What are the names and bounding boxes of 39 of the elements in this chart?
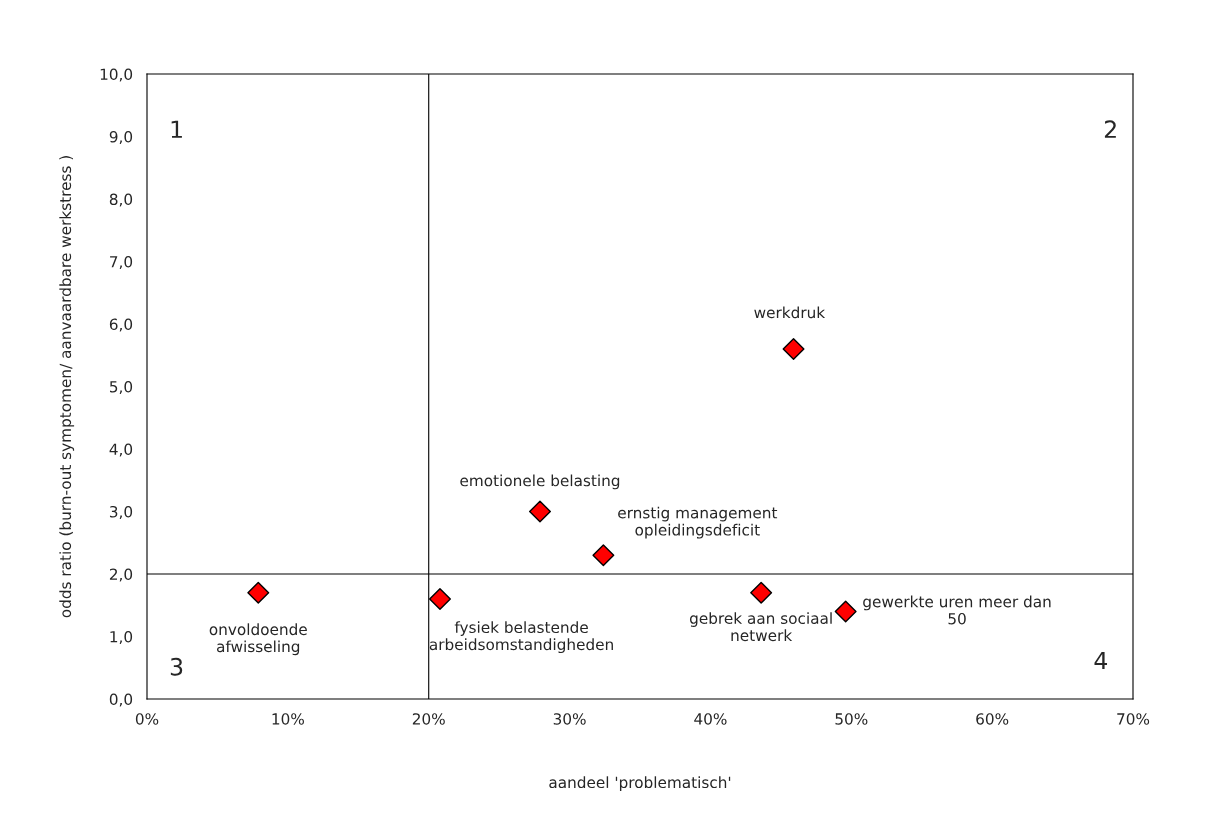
x-tick-label: 0%	[135, 713, 159, 725]
annotation: fysiek belastende arbeidsomstandigheden	[429, 621, 613, 654]
y-axis-title: odds ratio (burn-out symptomen/ aanvaardbare werkstress )	[59, 156, 75, 618]
annotation: gewerkte uren meer dan 50	[863, 595, 1051, 625]
y-tick-label: 6,0	[109, 318, 133, 332]
x-tick-label: 60%	[976, 713, 1009, 725]
x-tick-label: 70%	[1117, 713, 1150, 725]
annotation: gebrek aan sociaal netwerk	[689, 612, 832, 642]
y-tick-label: 4,0	[109, 443, 133, 457]
y-tick-label: 9,0	[109, 130, 133, 145]
y-tick-label: 7,0	[110, 255, 133, 270]
point	[247, 581, 270, 604]
y-tick-label: 10,0	[100, 68, 133, 82]
x-tick-label: 30%	[553, 713, 586, 725]
x-tick-label: 10%	[272, 713, 304, 725]
y-tick-label: 0,0	[109, 693, 133, 707]
x-tick-label: 50%	[835, 713, 868, 725]
point	[782, 338, 805, 360]
y-tick-label: 5,0	[109, 380, 133, 395]
x-tick-label: 20%	[412, 713, 445, 725]
annotation: 4	[1094, 651, 1108, 670]
point	[592, 544, 615, 567]
y-tick-label: 8,0	[109, 193, 133, 207]
annotation: werkdruk	[754, 306, 826, 319]
annotation: 1	[171, 120, 182, 138]
x-axis-title: aandeel 'problematisch'	[549, 776, 731, 792]
annotation: ernstig management opleidingsdeficit	[618, 506, 778, 539]
y-tick-label: 2,0	[109, 568, 133, 582]
annotation: onvoldoende afwisseling	[209, 623, 307, 656]
y-tick-label: 3,0	[109, 505, 133, 520]
annotation: 2	[1104, 120, 1116, 138]
annotation: 3	[170, 657, 183, 676]
point	[750, 581, 773, 604]
annotation: emotionele belasting	[460, 474, 620, 490]
x-tick-label: 40%	[694, 713, 727, 725]
y-tick-label: 1,0	[110, 630, 133, 645]
point	[834, 600, 857, 623]
point	[428, 588, 451, 610]
point	[528, 500, 551, 523]
